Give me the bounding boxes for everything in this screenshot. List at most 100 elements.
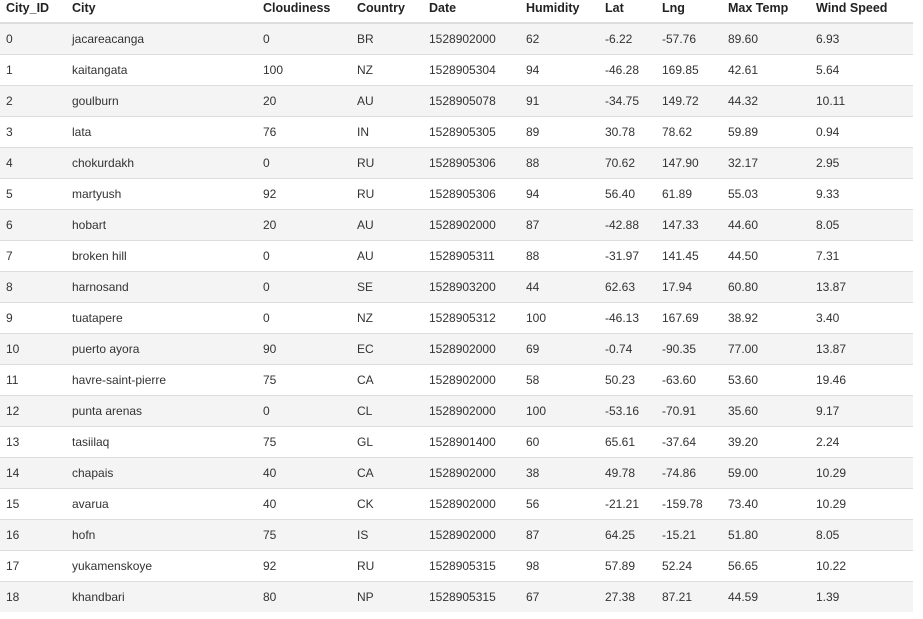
table-cell: 56 [520, 488, 599, 520]
table-cell: lata [66, 116, 257, 148]
table-cell: -6.22 [599, 22, 656, 55]
table-cell: 141.45 [656, 240, 722, 272]
table-row: 3 lata 76 IN 1528905305 89 30.78 78.62 59.89 0.94 [0, 116, 913, 148]
table-row: 7 broken hill 0 AU 1528905311 88 -31.97 141.45 4… [0, 240, 913, 272]
table-cell: 1528905304 [423, 54, 520, 86]
table-cell: 55.03 [722, 178, 810, 210]
table-cell: 10.11 [810, 85, 913, 117]
table-cell: 15 [0, 488, 66, 520]
table-cell: 98 [520, 550, 599, 582]
table-cell: 0.94 [810, 116, 913, 148]
table-cell: 100 [520, 302, 599, 334]
table-row: 12 punta arenas 0 CL 1528902000 100 -53.16 -70.… [0, 395, 913, 427]
table-cell: 73.40 [722, 488, 810, 520]
table-cell: 57.89 [599, 550, 656, 582]
table-cell: 1528905305 [423, 116, 520, 148]
table-cell: 147.90 [656, 147, 722, 179]
table-cell: 1528905306 [423, 147, 520, 179]
table-cell: 1528905315 [423, 581, 520, 612]
table-cell: CL [351, 395, 423, 427]
table-cell: 2 [0, 85, 66, 117]
table-cell: 167.69 [656, 302, 722, 334]
table-cell: 92 [257, 550, 351, 582]
table-cell: RU [351, 178, 423, 210]
table-cell: 14 [0, 457, 66, 489]
table-cell: kaitangata [66, 54, 257, 86]
table-cell: 8.05 [810, 209, 913, 241]
column-header: Lng [656, 0, 722, 24]
table-row: 14 chapais 40 CA 1528902000 38 49.78 -74.86 59.0… [0, 457, 913, 489]
table-row: 8 harnosand 0 SE 1528903200 44 62.63 17.94 60.80… [0, 271, 913, 303]
table-cell: 44.32 [722, 85, 810, 117]
table-cell: 60.80 [722, 271, 810, 303]
table-cell: 11 [0, 364, 66, 396]
table-cell: 90 [257, 333, 351, 365]
table-cell: 50.23 [599, 364, 656, 396]
table-cell: RU [351, 550, 423, 582]
table-cell: 3.40 [810, 302, 913, 334]
table-cell: 13.87 [810, 271, 913, 303]
table-cell: 0 [0, 22, 66, 55]
table-cell: CA [351, 364, 423, 396]
table-cell: -46.13 [599, 302, 656, 334]
table-cell: 1528902000 [423, 364, 520, 396]
table-cell: 38.92 [722, 302, 810, 334]
table-cell: broken hill [66, 240, 257, 272]
table-cell: 27.38 [599, 581, 656, 612]
table-cell: 61.89 [656, 178, 722, 210]
table-cell: punta arenas [66, 395, 257, 427]
table-cell: 75 [257, 426, 351, 458]
table-cell: 32.17 [722, 147, 810, 179]
table-cell: 9.17 [810, 395, 913, 427]
table-cell: -34.75 [599, 85, 656, 117]
table-cell: 44.50 [722, 240, 810, 272]
table-cell: chokurdakh [66, 147, 257, 179]
table-cell: NZ [351, 302, 423, 334]
table-row: 10 puerto ayora 90 EC 1528902000 69 -0.74 -90.3… [0, 333, 913, 365]
table-row: 5 martyush 92 RU 1528905306 94 56.40 61.89 55.03… [0, 178, 913, 210]
table-cell: -70.91 [656, 395, 722, 427]
table-cell: hofn [66, 519, 257, 551]
table-cell: 1528905311 [423, 240, 520, 272]
table-cell: 1528902000 [423, 22, 520, 55]
table-cell: 1528905078 [423, 85, 520, 117]
table-cell: 42.61 [722, 54, 810, 86]
table-cell: 39.20 [722, 426, 810, 458]
table-row: 6 hobart 20 AU 1528902000 87 -42.88 147.33 44.60… [0, 209, 913, 241]
table-cell: 56.40 [599, 178, 656, 210]
table-cell: 1 [0, 54, 66, 86]
table-cell: 69 [520, 333, 599, 365]
table-cell: 64.25 [599, 519, 656, 551]
table-cell: -159.78 [656, 488, 722, 520]
table-row: 9 tuatapere 0 NZ 1528905312 100 -46.13 167.69 38… [0, 302, 913, 334]
table-cell: 1528902000 [423, 457, 520, 489]
column-header: Date [423, 0, 520, 24]
table-cell: 60 [520, 426, 599, 458]
table-cell: yukamenskoye [66, 550, 257, 582]
table-row: 2 goulburn 20 AU 1528905078 91 -34.75 149.72 44.… [0, 85, 913, 117]
table-cell: harnosand [66, 271, 257, 303]
table-cell: GL [351, 426, 423, 458]
table-cell: 169.85 [656, 54, 722, 86]
table-cell: 8 [0, 271, 66, 303]
table-cell: 62.63 [599, 271, 656, 303]
table-cell: 1528903200 [423, 271, 520, 303]
table-cell: CA [351, 457, 423, 489]
column-header: Max Temp [722, 0, 810, 24]
table-cell: 1.39 [810, 581, 913, 612]
table-cell: -0.74 [599, 333, 656, 365]
city-weather-table: City_ID City Cloudiness Country Date Humidity… [0, 0, 913, 612]
table-cell: 9.33 [810, 178, 913, 210]
table-cell: 149.72 [656, 85, 722, 117]
table-body: 0 jacareacanga 0 BR 1528902000 62 -6.22 -57.76 8… [0, 22, 913, 612]
table-cell: 10.22 [810, 550, 913, 582]
table-cell: -63.60 [656, 364, 722, 396]
table-row: 0 jacareacanga 0 BR 1528902000 62 -6.22 -57.76 8… [0, 22, 913, 55]
table-cell: 80 [257, 581, 351, 612]
table-cell: 16 [0, 519, 66, 551]
table-cell: 44.59 [722, 581, 810, 612]
table-cell: 59.00 [722, 457, 810, 489]
table-cell: 2.24 [810, 426, 913, 458]
column-header: Lat [599, 0, 656, 24]
table-cell: 13.87 [810, 333, 913, 365]
